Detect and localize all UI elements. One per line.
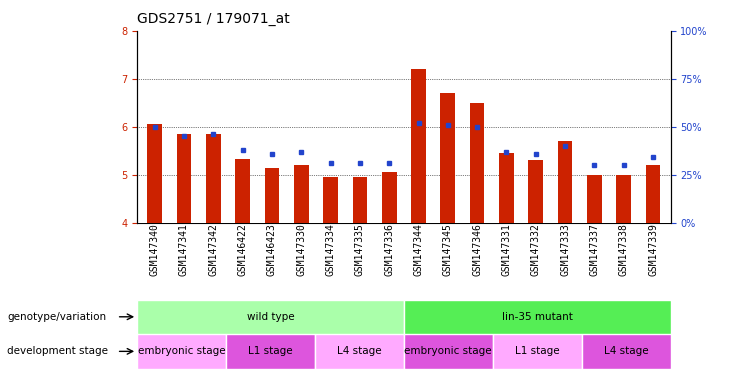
Text: GSM147338: GSM147338 [619, 223, 628, 276]
Text: embryonic stage: embryonic stage [405, 346, 492, 356]
Text: GSM147336: GSM147336 [384, 223, 394, 276]
Text: GSM147340: GSM147340 [150, 223, 159, 276]
Bar [236, 159, 250, 223]
Text: GSM147332: GSM147332 [531, 223, 541, 276]
Bar [226, 334, 315, 369]
Text: L4 stage: L4 stage [337, 346, 382, 356]
Text: GSM147346: GSM147346 [472, 223, 482, 276]
Text: development stage: development stage [7, 346, 108, 356]
Bar [493, 334, 582, 369]
Text: lin-35 mutant: lin-35 mutant [502, 312, 573, 322]
Text: GSM147334: GSM147334 [325, 223, 336, 276]
Text: GSM146423: GSM146423 [267, 223, 277, 276]
Bar [470, 103, 485, 223]
Bar [499, 153, 514, 223]
Bar [176, 134, 191, 223]
Text: genotype/variation: genotype/variation [7, 312, 107, 322]
Bar [315, 334, 404, 369]
Bar [645, 165, 660, 223]
Text: GSM147330: GSM147330 [296, 223, 306, 276]
Text: GSM147335: GSM147335 [355, 223, 365, 276]
Text: GSM147339: GSM147339 [648, 223, 658, 276]
Text: GSM147333: GSM147333 [560, 223, 570, 276]
Bar [294, 165, 308, 223]
Text: GSM147341: GSM147341 [179, 223, 189, 276]
Bar [528, 161, 543, 223]
Bar [404, 300, 671, 334]
Bar [147, 124, 162, 223]
Bar [206, 134, 221, 223]
Text: GSM147342: GSM147342 [208, 223, 219, 276]
Text: GSM147337: GSM147337 [589, 223, 599, 276]
Text: GSM146422: GSM146422 [238, 223, 247, 276]
Text: GSM147345: GSM147345 [443, 223, 453, 276]
Bar [558, 141, 572, 223]
Bar [411, 69, 426, 223]
Text: GSM147344: GSM147344 [413, 223, 424, 276]
Text: GSM147331: GSM147331 [502, 223, 511, 276]
Bar [265, 167, 279, 223]
Bar [582, 334, 671, 369]
Bar [404, 334, 493, 369]
Text: wild type: wild type [247, 312, 294, 322]
Text: GDS2751 / 179071_at: GDS2751 / 179071_at [137, 12, 290, 25]
Bar [323, 177, 338, 223]
Bar [440, 93, 455, 223]
Bar [137, 300, 404, 334]
Bar [353, 177, 368, 223]
Text: L1 stage: L1 stage [515, 346, 559, 356]
Text: L1 stage: L1 stage [248, 346, 293, 356]
Text: embryonic stage: embryonic stage [138, 346, 225, 356]
Bar [617, 175, 631, 223]
Bar [587, 175, 602, 223]
Bar [137, 334, 226, 369]
Bar [382, 172, 396, 223]
Text: L4 stage: L4 stage [604, 346, 648, 356]
